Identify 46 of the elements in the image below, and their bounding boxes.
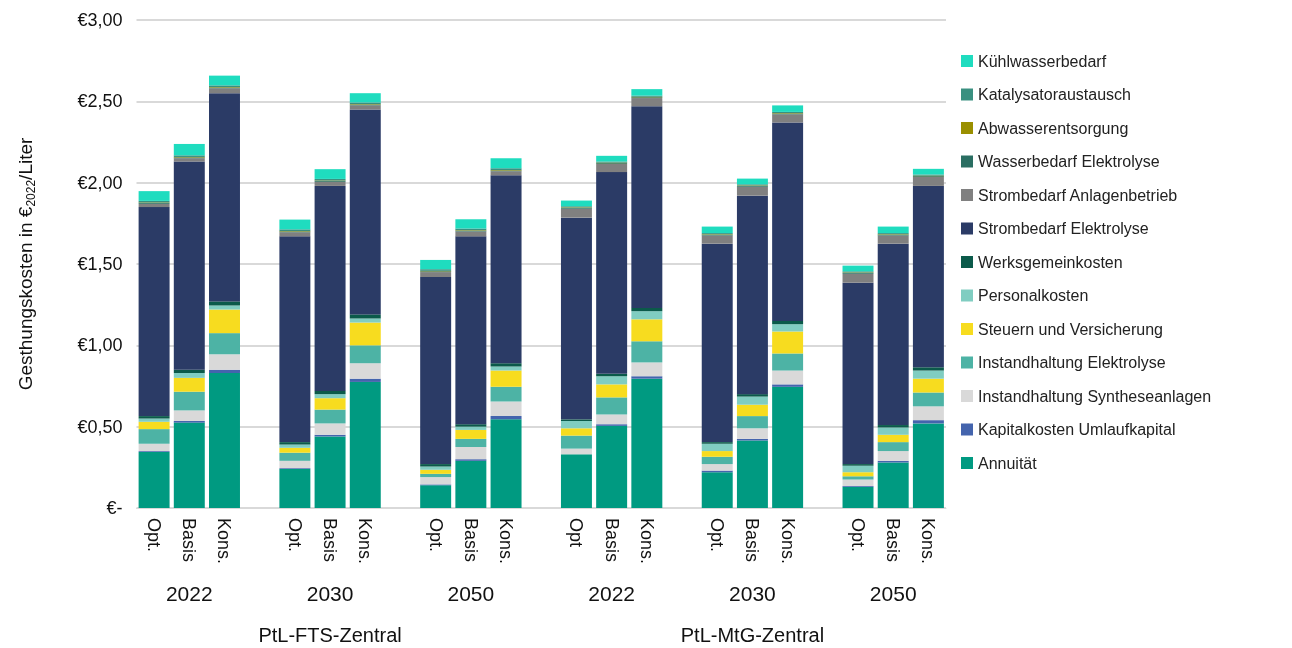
x-tick-label: Kons. (636, 518, 657, 565)
x-tick-label: Basis (460, 518, 481, 563)
legend-label: Instandhaltung Syntheseanlagen (978, 387, 1212, 405)
x-tick-label: Opt (566, 518, 587, 548)
legend-label: Kapitalkosten Umlaufkapital (978, 421, 1176, 438)
y-tick-label: €0,50 (77, 416, 123, 437)
legend-label: Strombedarf Anlagenbetrieb (978, 186, 1178, 204)
x-tick-label: Kons. (355, 518, 376, 565)
legend-label: Strombedarf Elektrolyse (978, 220, 1149, 237)
legend-label: Abwasserentsorgung (978, 119, 1129, 137)
text: PtL-FTS-Zentral (258, 624, 402, 646)
x-tick-label: Basis (601, 518, 622, 563)
text: 2022 (165, 581, 213, 605)
text: 2030 (306, 581, 354, 605)
x-tick-label: Basis (320, 518, 341, 563)
x-tick-label: Basis (883, 518, 904, 563)
legend-label: Steuern und Versicherung (978, 320, 1164, 338)
text: PtL-MtG-Zentral (680, 624, 825, 646)
x-tick-label: Kons. (214, 518, 235, 565)
legend-label: Katalysatoraustausch (978, 86, 1131, 103)
legend-label: Wasserbedarf Elektrolyse (978, 153, 1160, 170)
legend-label: Annuität (978, 454, 1038, 472)
y-tick-label: €3,00 (77, 10, 123, 30)
x-tick-label: Basis (742, 518, 763, 563)
legend-label: Personalkosten (978, 287, 1089, 304)
x-tick-label: Basis (179, 518, 200, 563)
y-tick-label: €2,00 (77, 172, 123, 193)
x-tick-label: Opt. (425, 518, 446, 553)
text: 2050 (869, 581, 917, 605)
x-tick-label: Opt. (848, 518, 869, 553)
legend-label: Werksgemeinkosten (978, 253, 1123, 271)
y-tick-label: €- (106, 498, 123, 518)
x-tick-label: Opt. (707, 518, 728, 553)
x-tick-label: Kons. (496, 518, 517, 565)
y-tick-label: €2,50 (77, 91, 123, 112)
x-tick-label: Kons. (918, 518, 939, 565)
text: 2022 (588, 581, 635, 605)
y-tick-label: €1,50 (77, 254, 123, 274)
text: 2030 (729, 581, 776, 605)
text: 2050 (447, 581, 495, 605)
x-tick-label: Kons. (777, 518, 798, 565)
x-tick-label: Opt. (284, 518, 305, 553)
x-tick-label: Opt. (144, 518, 165, 553)
y-tick-label: €1,00 (77, 335, 123, 356)
legend-label: Kühlwasserbedarf (978, 52, 1107, 70)
legend-label: Instandhaltung Elektrolyse (978, 354, 1166, 371)
